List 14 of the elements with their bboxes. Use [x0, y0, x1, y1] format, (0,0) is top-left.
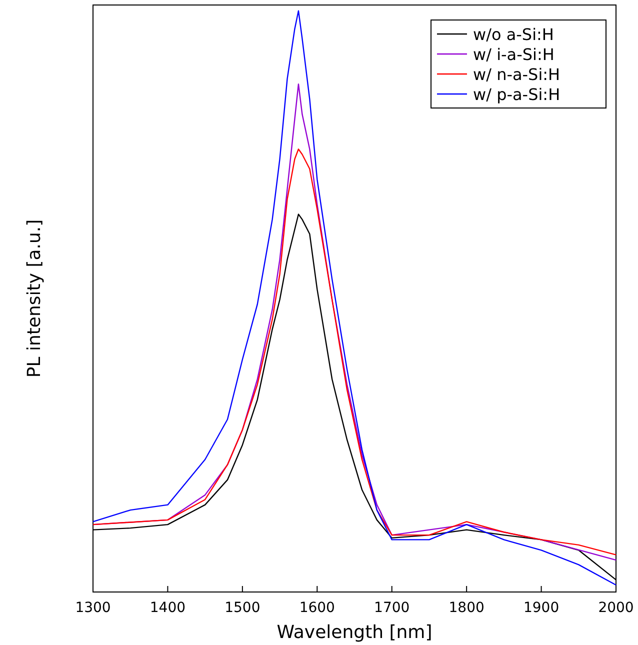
x-tick-label: 1500	[224, 600, 260, 616]
x-tick-label: 1700	[374, 600, 410, 616]
y-axis-title: PL intensity [a.u.]	[24, 219, 45, 378]
legend-label: w/ i-a-Si:H	[473, 45, 554, 64]
x-axis-title: Wavelength [nm]	[276, 622, 432, 643]
legend-label: w/o a-Si:H	[473, 25, 554, 44]
x-tick-label: 1300	[75, 600, 111, 616]
x-tick-label: 1800	[448, 600, 484, 616]
legend-label: w/ p-a-Si:H	[473, 85, 560, 104]
x-tick-label: 1900	[523, 600, 560, 616]
legend-label: w/ n-a-Si:H	[473, 65, 560, 84]
x-tick-label: 1600	[299, 600, 335, 616]
x-tick-label: 1400	[150, 600, 186, 616]
x-tick-label: 2000	[598, 600, 634, 616]
